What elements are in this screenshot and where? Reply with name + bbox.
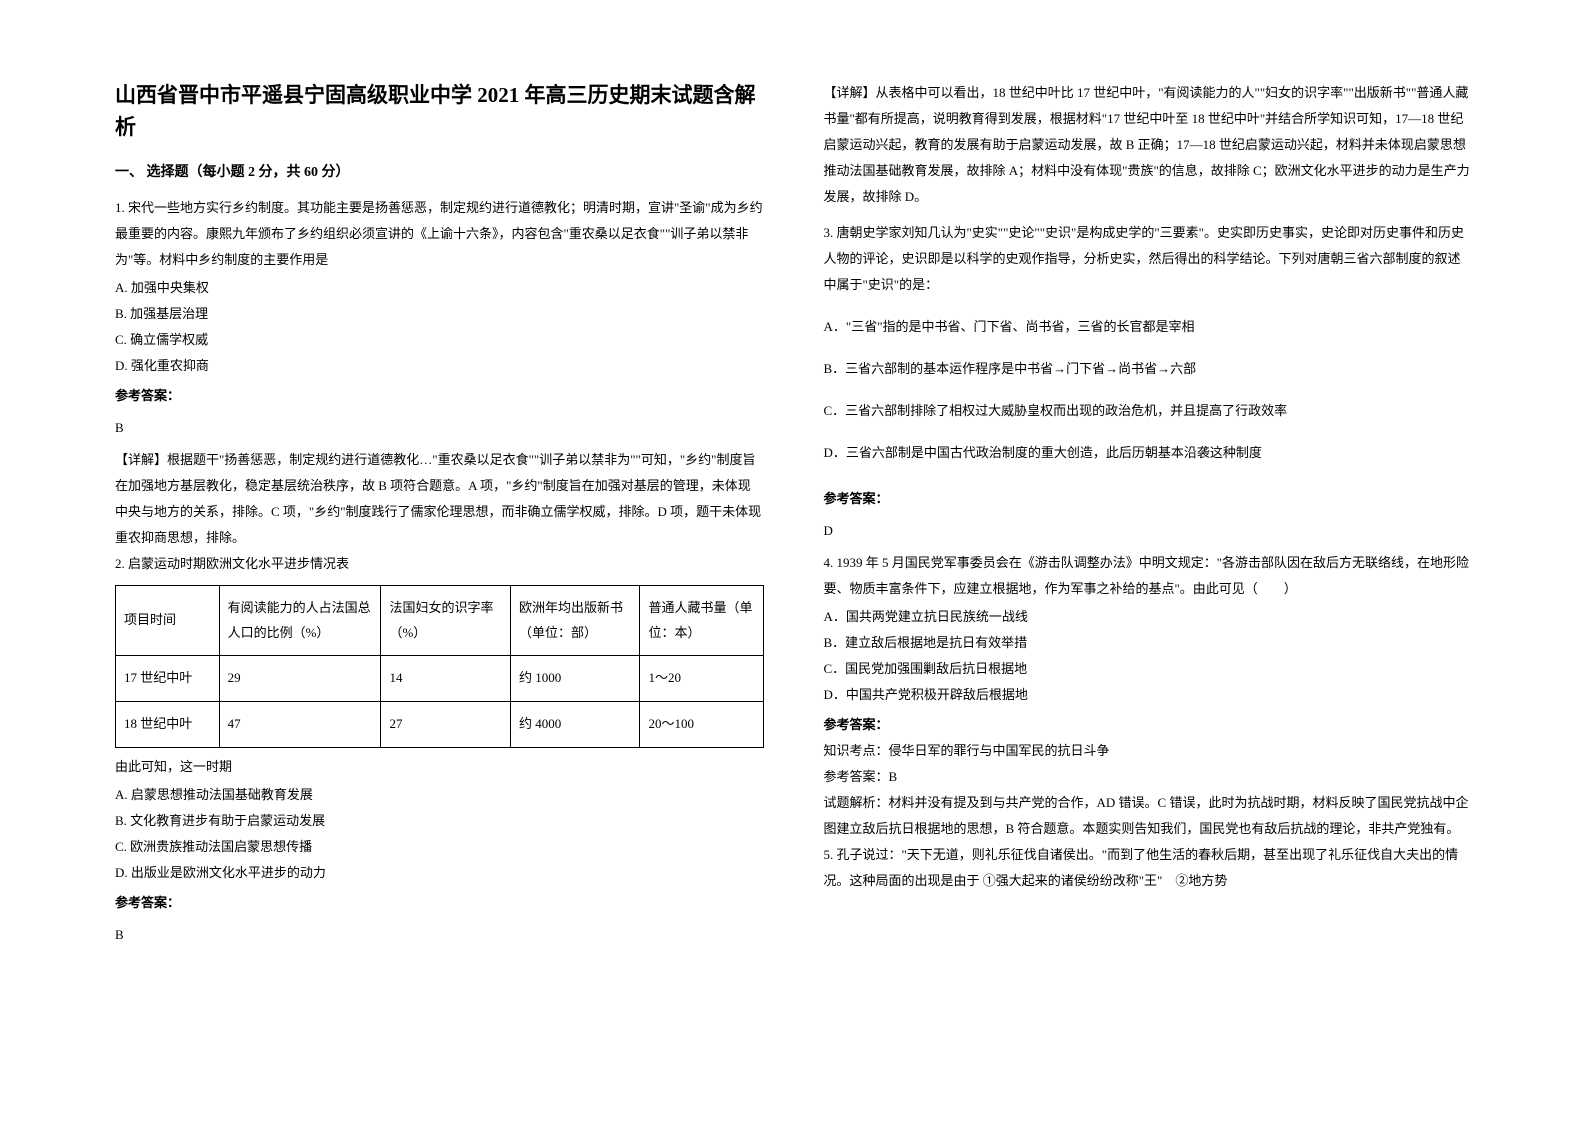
q2-answer-value: B [115, 922, 764, 948]
q1-text: 1. 宋代一些地方实行乡约制度。其功能主要是扬善惩恶，制定规约进行道德教化；明清… [115, 195, 764, 273]
q1-option-a: A. 加强中央集权 [115, 275, 764, 301]
table-cell: 18 世纪中叶 [116, 702, 220, 748]
q4-explanation: 试题解析：材料并没有提及到与共产党的合作，AD 错误。C 错误，此时为抗战时期，… [824, 790, 1473, 842]
table-header: 有阅读能力的人占法国总人口的比例（%） [219, 586, 381, 656]
table-cell: 20～100 [640, 702, 763, 748]
table-cell: 17 世纪中叶 [116, 656, 220, 702]
q3-text: 3. 唐朝史学家刘知几认为"史实""史论""史识"是构成史学的"三要素"。史实即… [824, 220, 1473, 298]
table-header-row: 项目时间 有阅读能力的人占法国总人口的比例（%） 法国妇女的识字率（%） 欧洲年… [116, 586, 764, 656]
q1-option-d: D. 强化重农抑商 [115, 353, 764, 379]
q2-explanation: 【详解】从表格中可以看出，18 世纪中叶比 17 世纪中叶，"有阅读能力的人""… [824, 80, 1473, 210]
q4-text: 4. 1939 年 5 月国民党军事委员会在《游击队调整办法》中明文规定："各游… [824, 550, 1473, 602]
q4-option-c: C．国民党加强围剿敌后抗日根据地 [824, 656, 1473, 682]
q2-option-c: C. 欧洲贵族推动法国启蒙思想传播 [115, 834, 764, 860]
q1-explanation: 【详解】根据题干"扬善惩恶，制定规约进行道德教化…"重农桑以足衣食""训子弟以禁… [115, 447, 764, 551]
q3-option-c: C．三省六部制排除了相权过大威胁皇权而出现的政治危机，并且提高了行政效率 [824, 398, 1473, 424]
table-cell: 29 [219, 656, 381, 702]
table-cell: 27 [381, 702, 511, 748]
q2-option-a: A. 启蒙思想推动法国基础教育发展 [115, 782, 764, 808]
q3-answer-label: 参考答案： [824, 486, 1473, 512]
q4-answer-value: 参考答案：B [824, 764, 1473, 790]
q2-answer-label: 参考答案： [115, 890, 764, 916]
q3-option-b: B．三省六部制的基本运作程序是中书省→门下省→尚书省→六部 [824, 356, 1473, 382]
q2-table: 项目时间 有阅读能力的人占法国总人口的比例（%） 法国妇女的识字率（%） 欧洲年… [115, 585, 764, 748]
q1-option-c: C. 确立儒学权威 [115, 327, 764, 353]
q2-followup: 由此可知，这一时期 [115, 754, 764, 780]
table-header: 普通人藏书量（单位：本） [640, 586, 763, 656]
table-header: 欧洲年均出版新书（单位：部） [510, 586, 640, 656]
q1-option-b: B. 加强基层治理 [115, 301, 764, 327]
q2-text: 2. 启蒙运动时期欧洲文化水平进步情况表 [115, 551, 764, 577]
q2-option-d: D. 出版业是欧洲文化水平进步的动力 [115, 860, 764, 886]
table-cell: 约 4000 [510, 702, 640, 748]
q3-option-a: A．"三省"指的是中书省、门下省、尚书省，三省的长官都是宰相 [824, 314, 1473, 340]
section-header: 一、 选择题（每小题 2 分，共 60 分） [115, 161, 764, 181]
table-header: 项目时间 [116, 586, 220, 656]
document-title: 山西省晋中市平遥县宁固高级职业中学 2021 年高三历史期末试题含解析 [115, 80, 764, 143]
q4-knowledge-point: 知识考点：侵华日军的罪行与中国军民的抗日斗争 [824, 738, 1473, 764]
q5-text: 5. 孔子说过："天下无道，则礼乐征伐自诸侯出。"而到了他生活的春秋后期，甚至出… [824, 842, 1473, 894]
table-cell: 14 [381, 656, 511, 702]
table-cell: 1～20 [640, 656, 763, 702]
table-cell: 47 [219, 702, 381, 748]
q4-answer-label: 参考答案： [824, 712, 1473, 738]
table-header: 法国妇女的识字率（%） [381, 586, 511, 656]
table-cell: 约 1000 [510, 656, 640, 702]
q2-option-b: B. 文化教育进步有助于启蒙运动发展 [115, 808, 764, 834]
q3-option-d: D．三省六部制是中国古代政治制度的重大创造，此后历朝基本沿袭这种制度 [824, 440, 1473, 466]
q3-answer-value: D [824, 518, 1473, 544]
q4-option-d: D．中国共产党积极开辟敌后根据地 [824, 682, 1473, 708]
left-column: 山西省晋中市平遥县宁固高级职业中学 2021 年高三历史期末试题含解析 一、 选… [115, 80, 764, 1082]
table-row: 18 世纪中叶 47 27 约 4000 20～100 [116, 702, 764, 748]
table-row: 17 世纪中叶 29 14 约 1000 1～20 [116, 656, 764, 702]
q1-answer-label: 参考答案： [115, 383, 764, 409]
right-column: 【详解】从表格中可以看出，18 世纪中叶比 17 世纪中叶，"有阅读能力的人""… [824, 80, 1473, 1082]
q1-answer-value: B [115, 415, 764, 441]
q4-option-b: B．建立敌后根据地是抗日有效举措 [824, 630, 1473, 656]
q4-option-a: A．国共两党建立抗日民族统一战线 [824, 604, 1473, 630]
